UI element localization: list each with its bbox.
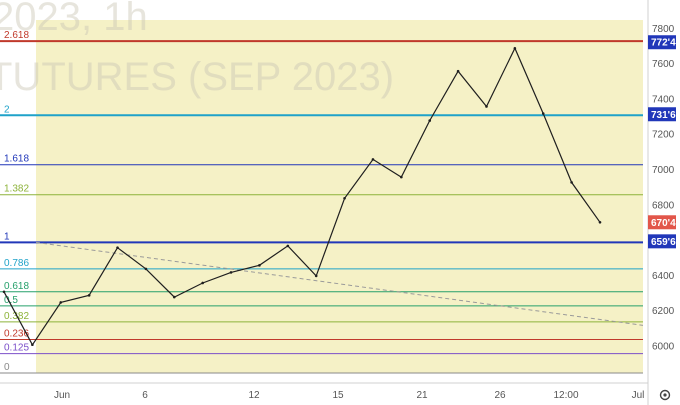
- price-point-20: [570, 181, 573, 184]
- x-tick-2: 12: [248, 390, 260, 401]
- price-point-2: [59, 301, 63, 304]
- y-tick-6: 7200: [652, 130, 675, 141]
- price-point-13: [371, 158, 375, 161]
- price-badge-2: [648, 215, 676, 230]
- price-badge-label-3: 659'6: [651, 237, 676, 248]
- watermark-line-1: 2023, 1h: [0, 0, 148, 39]
- fib-label-11: 0: [4, 362, 10, 373]
- price-badge-label-2: 670'4: [651, 218, 676, 229]
- price-point-5: [144, 267, 148, 271]
- fib-label-2: 1.618: [4, 154, 29, 165]
- price-point-1: [31, 343, 34, 347]
- price-badges: 772'4 731'6 670'4 659'6: [648, 35, 676, 249]
- watermark-line-2: TUTURES (SEP 2023): [0, 55, 394, 99]
- y-tick-8: 7600: [652, 59, 675, 70]
- price-point-17: [485, 105, 488, 108]
- y-tick-5: 7000: [652, 165, 675, 176]
- y-tick-1: 6200: [652, 306, 675, 317]
- price-point-4: [116, 246, 119, 249]
- fib-label-5: 0.786: [4, 258, 29, 269]
- price-badge-label-0: 772'4: [651, 38, 676, 49]
- watermark: 2023, 1h TUTURES (SEP 2023): [0, 0, 394, 99]
- fib-label-7: 0.5: [4, 295, 18, 306]
- price-point-19: [541, 112, 545, 115]
- x-tick-3: 15: [332, 390, 344, 401]
- price-series: [2, 46, 602, 347]
- price-point-21: [598, 220, 602, 224]
- price-point-12: [343, 196, 346, 200]
- price-point-0: [2, 290, 6, 294]
- price-point-3: [87, 294, 91, 297]
- gear-icon-center: [663, 393, 667, 397]
- price-badge-label-1: 731'6: [651, 110, 676, 121]
- price-point-15: [428, 119, 432, 122]
- x-tick-1: 6: [142, 390, 148, 401]
- price-point-16: [456, 69, 460, 73]
- price-point-14: [400, 175, 403, 179]
- price-point-10: [286, 244, 290, 248]
- x-tick-6: 12:00: [553, 390, 578, 401]
- price-point-8: [229, 271, 233, 274]
- price-line: [3, 46, 601, 346]
- fib-label-10: 0.125: [4, 343, 29, 354]
- y-tick-4: 6800: [652, 200, 675, 211]
- price-badge-0: [648, 35, 676, 50]
- fib-label-6: 0.618: [4, 281, 29, 292]
- y-tick-7: 7400: [652, 94, 675, 105]
- x-tick-4: 21: [416, 390, 428, 401]
- x-tick-5: 26: [494, 390, 506, 401]
- fib-label-1: 2: [4, 104, 10, 115]
- price-point-6: [172, 295, 176, 299]
- price-axis: 6000620064006600680070007200740076007800: [647, 0, 675, 405]
- fib-label-3: 1.382: [4, 184, 29, 195]
- fib-label-9: 0.236: [4, 328, 29, 339]
- fib-zone-background: [36, 20, 643, 373]
- fib-levels: 2.61821.6181.38210.7860.6180.50.3820.236…: [0, 30, 643, 374]
- fib-label-0: 2.618: [4, 30, 29, 41]
- y-tick-9: 7800: [652, 24, 675, 35]
- settings-button[interactable]: [659, 389, 671, 401]
- price-point-11: [314, 274, 318, 278]
- time-axis: Jun 6 12 15 21 26 12:00 Jul: [0, 382, 648, 401]
- gear-icon: [659, 389, 671, 401]
- price-badge-3: [648, 234, 676, 249]
- fib-label-4: 1: [4, 231, 10, 242]
- price-point-9: [258, 264, 261, 267]
- x-tick-7: Jul: [632, 390, 645, 401]
- price-point-18: [513, 46, 517, 50]
- x-tick-0: Jun: [54, 390, 70, 401]
- price-point-7: [201, 281, 204, 285]
- y-tick-2: 6400: [652, 271, 675, 282]
- y-tick-0: 6000: [652, 342, 675, 353]
- price-badge-1: [648, 107, 676, 122]
